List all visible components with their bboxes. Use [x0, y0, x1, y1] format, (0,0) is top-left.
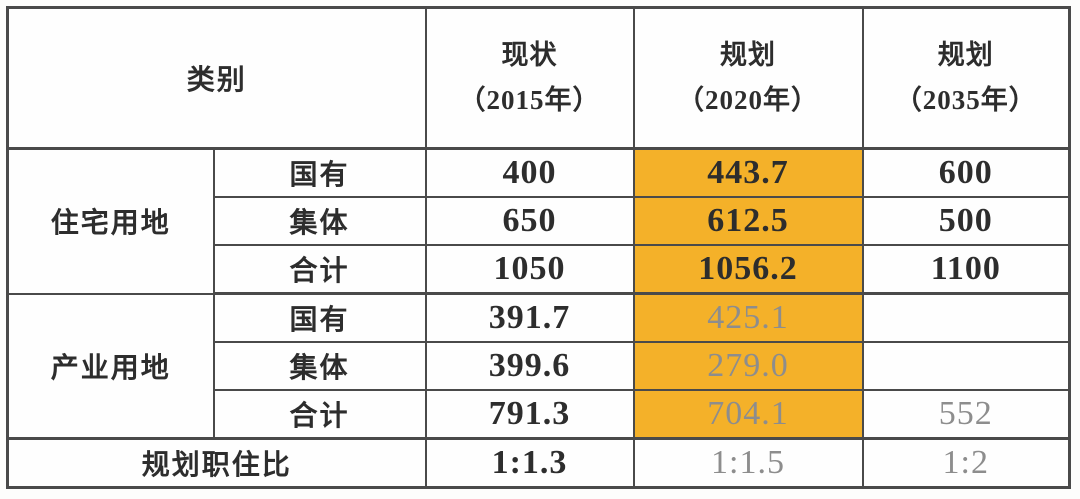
value-cell-highlighted-muted: 704.1 — [632, 389, 864, 440]
header-category-label: 类别 — [186, 65, 247, 96]
header-2020-line2: （2020年） — [677, 85, 820, 115]
value-cell-highlighted-muted: 279.0 — [632, 341, 864, 391]
table-row-industrial-state: 产业用地 国有 391.7 425.1 — [6, 292, 1071, 440]
value-cell: 791.3 — [424, 389, 635, 440]
subcategory-label: 国有 — [212, 292, 427, 343]
header-2035-line1: 规划 — [937, 40, 994, 71]
table-row-industrial-total: 合计 791.3 704.1 552 — [8, 389, 1071, 440]
header-2015-line2: （2015年） — [458, 85, 601, 115]
value-cell: 600 — [861, 147, 1071, 198]
header-category: 类别 — [6, 6, 427, 150]
value-cell-highlighted: 443.7 — [632, 147, 864, 198]
land-use-planning-table: 类别 现状 （2015年） 规划 （2020年） 规划 （2035年） 住宅用地… — [6, 6, 1072, 489]
subcategory-label: 集体 — [212, 341, 427, 391]
table-row-industrial-collective: 集体 399.6 279.0 — [8, 341, 1071, 391]
header-2015-line1: 现状 — [501, 40, 558, 71]
subcategory-label: 国有 — [212, 147, 427, 198]
table-row-residential-collective: 集体 650 612.5 500 — [8, 196, 1071, 246]
value-cell: 391.7 — [424, 292, 635, 343]
value-cell: 500 — [861, 196, 1071, 246]
table-row-residential-state: 住宅用地 国有 400 443.7 600 — [6, 147, 1071, 295]
subcategory-label: 合计 — [212, 389, 427, 440]
footer-label-job-housing-ratio: 规划职住比 — [6, 437, 427, 489]
header-row: 类别 现状 （2015年） 规划 （2020年） 规划 （2035年） — [6, 6, 1071, 150]
value-cell-empty — [861, 341, 1071, 391]
value-cell-highlighted-muted: 425.1 — [632, 292, 864, 343]
value-cell-empty — [861, 292, 1071, 343]
value-cell: 1100 — [861, 244, 1071, 295]
header-plan-2035: 规划 （2035年） — [861, 6, 1071, 150]
table-row-job-housing-ratio: 规划职住比 1:1.3 1:1.5 1:2 — [6, 437, 1071, 489]
subcategory-label: 合计 — [212, 244, 427, 295]
value-cell-highlighted: 1056.2 — [632, 244, 864, 295]
value-cell: 650 — [424, 196, 635, 246]
value-cell: 400 — [424, 147, 635, 198]
value-cell-muted: 552 — [861, 389, 1071, 440]
ratio-cell-2015: 1:1.3 — [424, 437, 635, 489]
subcategory-label: 集体 — [212, 196, 427, 246]
value-cell-highlighted: 612.5 — [632, 196, 864, 246]
header-plan-2020: 规划 （2020年） — [632, 6, 864, 150]
group-label-residential: 住宅用地 — [6, 147, 215, 295]
ratio-cell-2035: 1:2 — [861, 437, 1071, 489]
header-2035-line2: （2035年） — [894, 85, 1037, 115]
ratio-cell-2020: 1:1.5 — [632, 437, 864, 489]
table-row-residential-total: 合计 1050 1056.2 1100 — [8, 244, 1071, 295]
value-cell: 399.6 — [424, 341, 635, 391]
value-cell: 1050 — [424, 244, 635, 295]
header-current-2015: 现状 （2015年） — [424, 6, 635, 150]
group-label-industrial: 产业用地 — [6, 292, 215, 440]
header-2020-line1: 规划 — [720, 40, 777, 71]
